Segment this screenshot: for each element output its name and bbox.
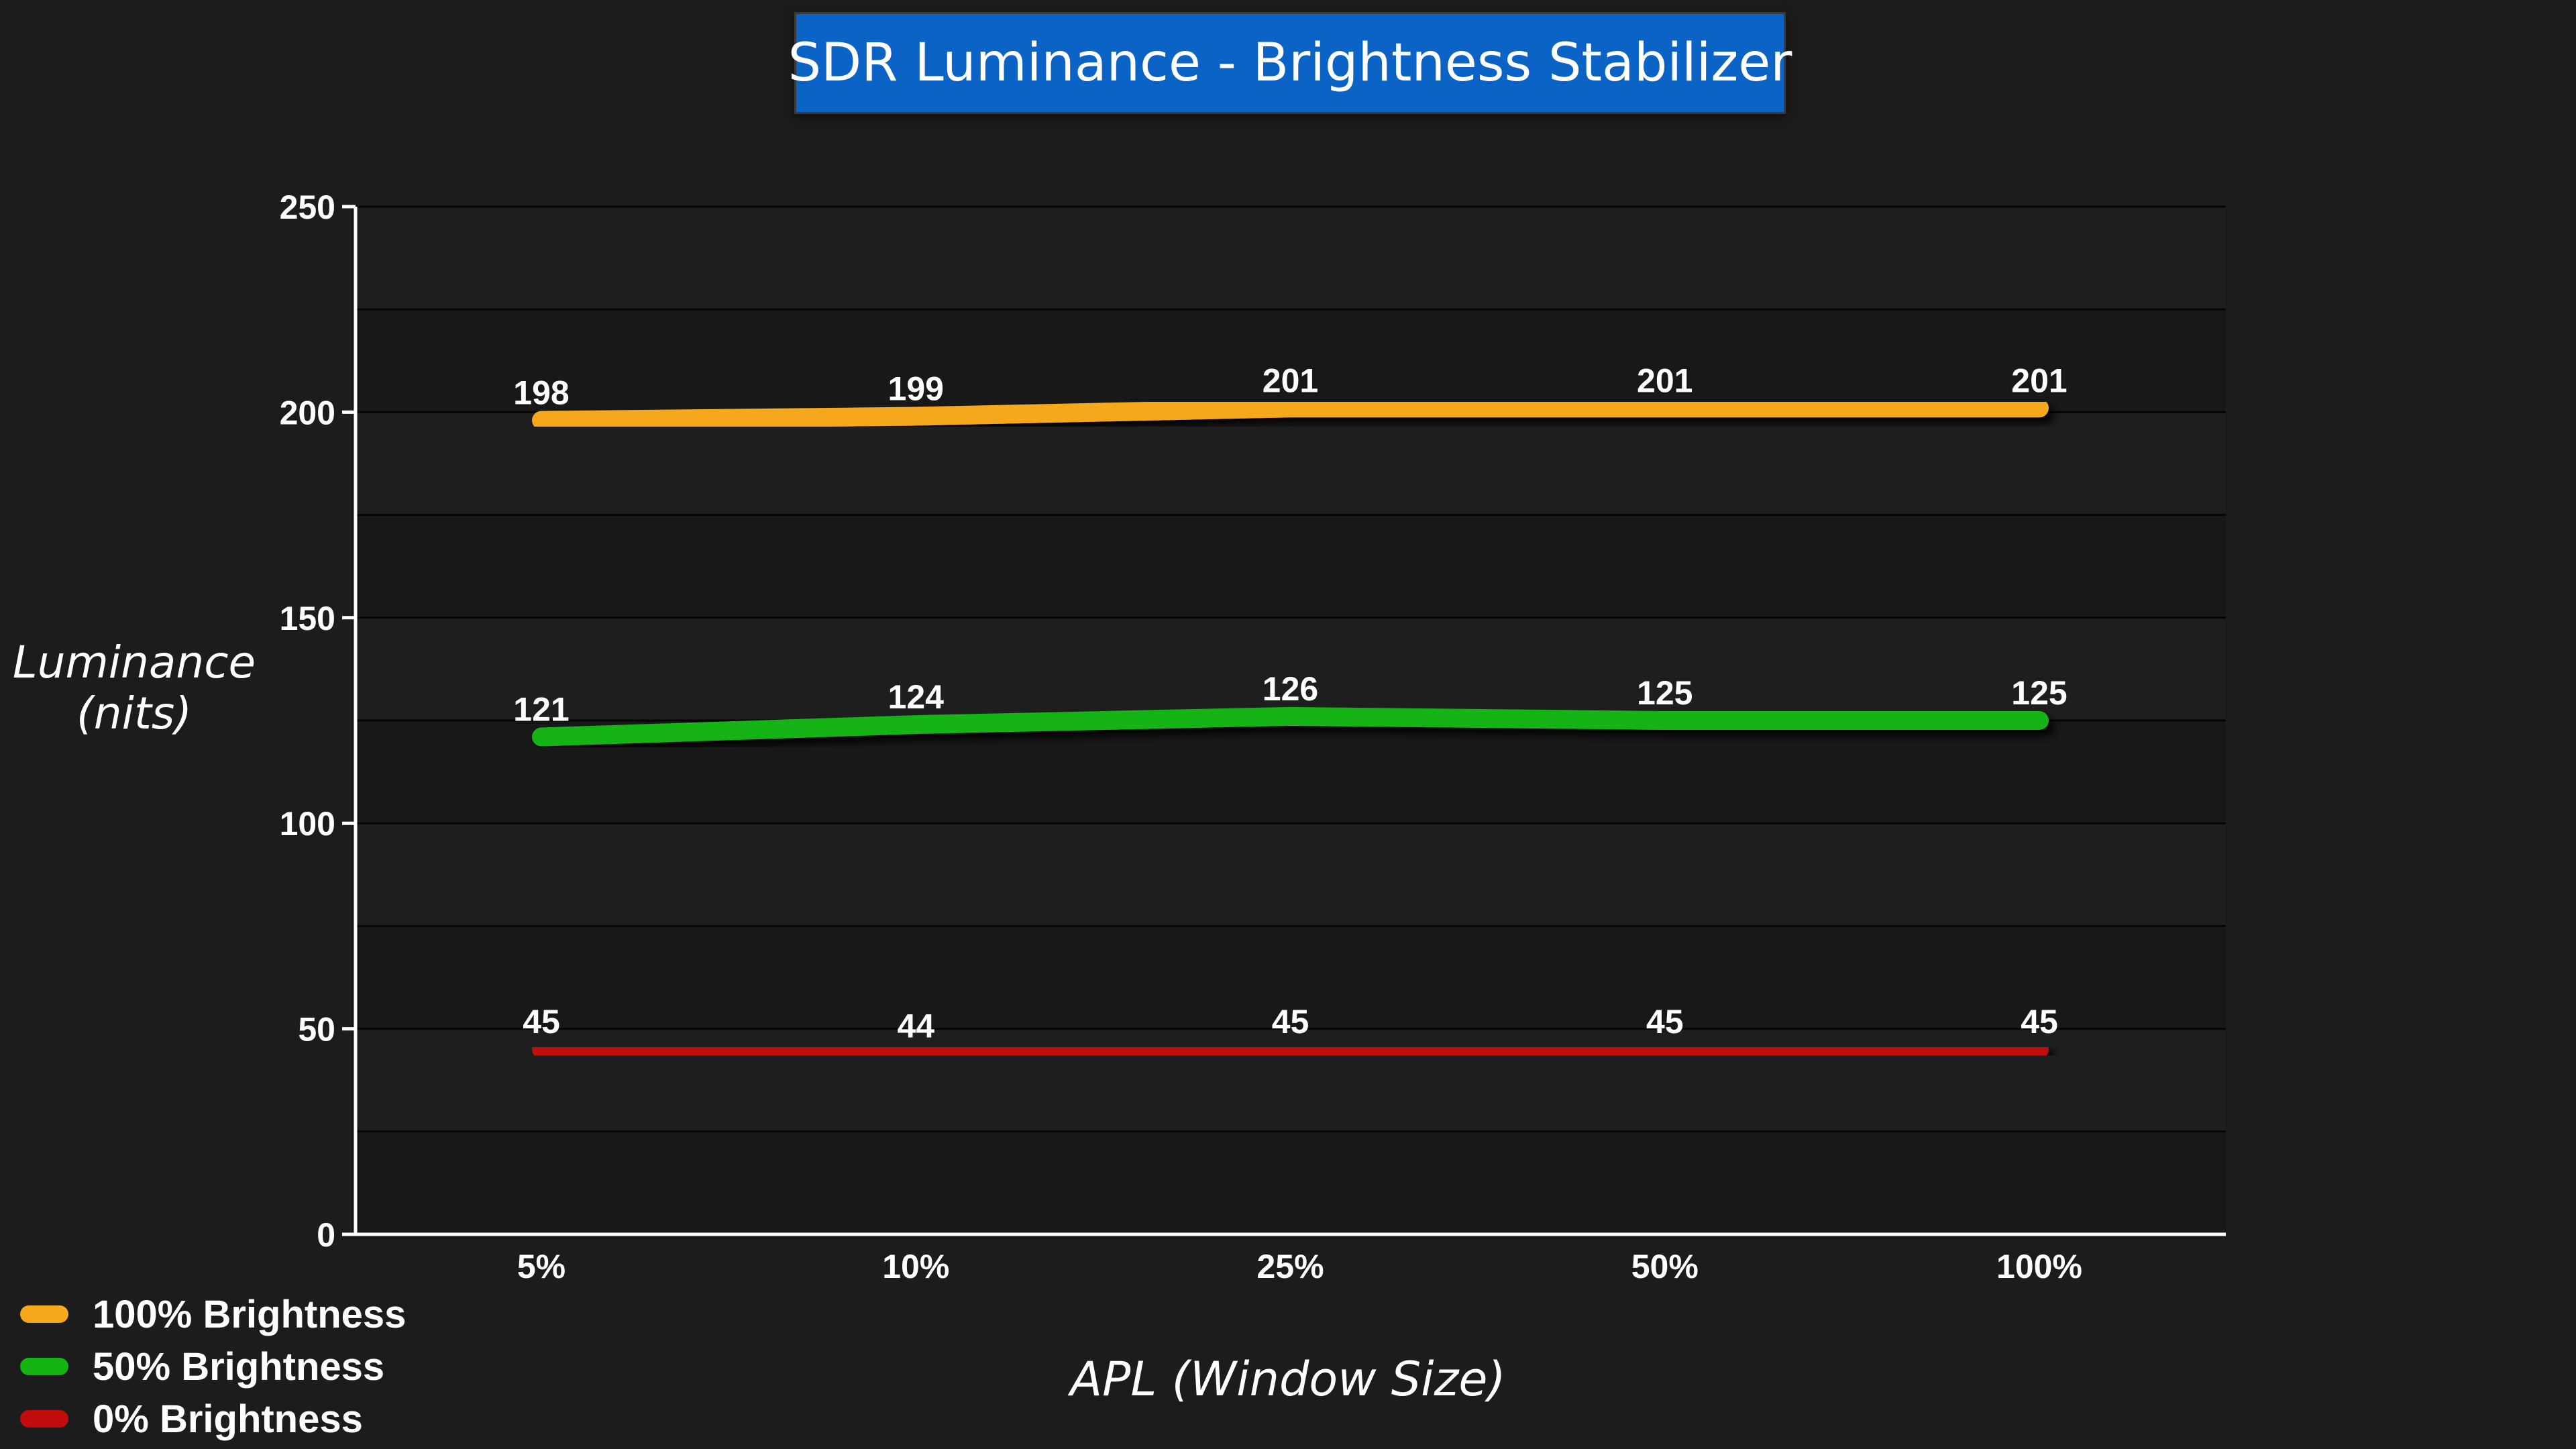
legend-item-50: 50% Brightness [20, 1340, 406, 1393]
chart-title: SDR Luminance - Brightness Stabilizer [788, 33, 1792, 93]
data-label: 198 [513, 374, 569, 412]
y-tick-label: 200 [280, 394, 335, 431]
x-tick-label: 25% [1256, 1248, 1324, 1285]
data-label: 45 [2021, 1003, 2058, 1040]
data-label: 45 [523, 1003, 560, 1040]
data-label: 121 [513, 691, 569, 729]
x-tick-label: 100% [1996, 1248, 2082, 1285]
x-axis-label: APL (Window Size) [1070, 1352, 1506, 1407]
data-label: 126 [1263, 670, 1318, 708]
legend-item-100: 100% Brightness [20, 1288, 406, 1340]
legend-swatch-50 [20, 1358, 68, 1375]
y-axis-label: Luminance (nits) [0, 637, 268, 739]
data-label: 199 [888, 370, 944, 408]
legend-swatch-0 [20, 1410, 68, 1428]
data-label: 124 [888, 678, 945, 716]
legend-swatch-100 [20, 1305, 68, 1323]
series-line-0 [532, 398, 2049, 430]
y-axis-label-line-2: (nits) [76, 688, 192, 739]
y-axis-label-line-1: Luminance [12, 637, 256, 688]
data-label: 201 [1263, 362, 1318, 399]
legend-label-0: 0% Brightness [93, 1397, 363, 1441]
y-tick-label: 250 [280, 189, 335, 226]
y-tick-label: 0 [317, 1216, 335, 1254]
data-label: 45 [1646, 1003, 1684, 1040]
y-tick-label: 150 [280, 600, 335, 637]
data-label: 125 [2011, 674, 2067, 712]
y-tick-label: 50 [298, 1011, 335, 1049]
plot-band [356, 412, 2226, 515]
data-label: 125 [1637, 674, 1693, 712]
legend-label-100: 100% Brightness [93, 1292, 407, 1336]
y-tick-label: 100 [280, 805, 335, 843]
series-line-1 [532, 706, 2049, 747]
plot-band [356, 823, 2226, 926]
x-tick-label: 50% [1631, 1248, 1699, 1285]
data-label: 201 [2011, 362, 2067, 399]
x-tick-label: 5% [517, 1248, 566, 1285]
series-line-2 [532, 1040, 2049, 1063]
data-label: 45 [1272, 1003, 1309, 1040]
data-label: 201 [1637, 362, 1693, 399]
chart-title-box: SDR Luminance - Brightness Stabilizer [788, 12, 1792, 114]
legend-label-50: 50% Brightness [93, 1344, 385, 1389]
legend-item-0: 0% Brightness [20, 1393, 406, 1445]
plot-band [356, 617, 2226, 720]
x-tick-label: 10% [882, 1248, 949, 1285]
data-label: 44 [897, 1007, 934, 1044]
plot-band [356, 207, 2226, 310]
legend: 100% Brightness 50% Brightness 0% Bright… [20, 1288, 406, 1445]
